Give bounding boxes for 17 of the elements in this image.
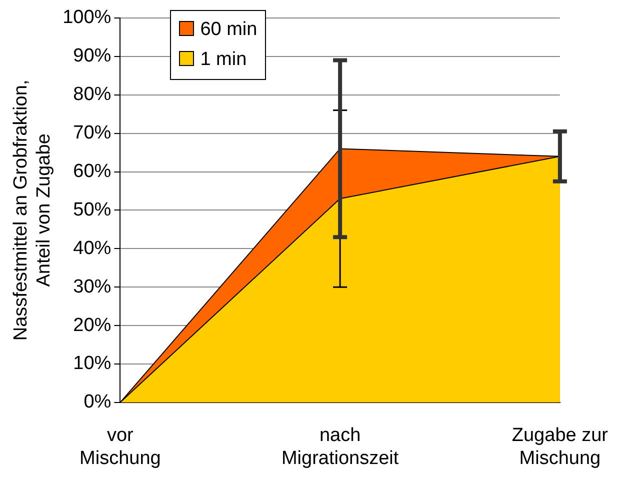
y-tick-label: 50% <box>73 199 112 220</box>
x-tick-label: Zugabe zur Mischung <box>512 425 609 469</box>
legend-label: 60 min <box>199 18 258 42</box>
y-tick-label: 20% <box>73 314 112 336</box>
y-tick-label: 10% <box>73 353 112 374</box>
x-tick-label: nach Migrationszeit <box>281 425 400 469</box>
y-axis-title: Nassfestmittel an Grobfraktion, Anteil von Zugabe <box>10 80 54 341</box>
y-tick-label: 70% <box>73 122 112 144</box>
y-tick-label: 60% <box>73 160 112 182</box>
y-tick-label: 40% <box>73 238 112 259</box>
y-tick-label: 30% <box>73 276 112 298</box>
y-tick-label: 0% <box>84 392 112 413</box>
x-tick-label: vor Mischung <box>80 425 161 469</box>
y-tick-label: 90% <box>73 46 112 67</box>
y-tick-label: 100% <box>62 7 112 28</box>
y-tick-label: 80% <box>73 84 112 106</box>
legend-label: 1 min <box>199 48 248 72</box>
